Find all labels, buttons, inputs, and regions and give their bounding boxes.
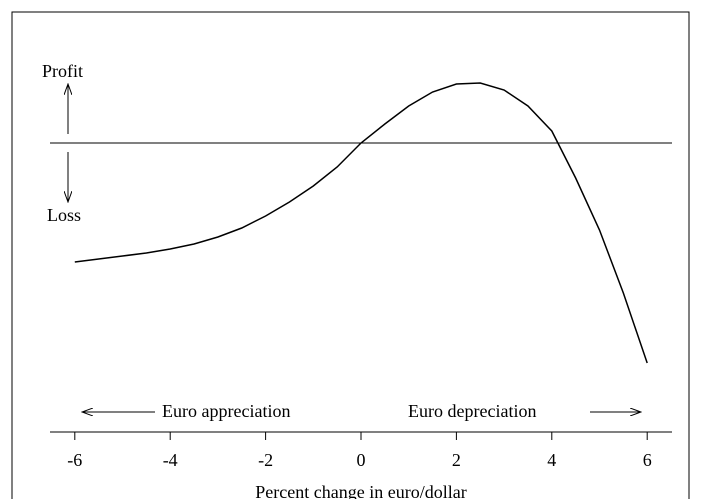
x-tick-label: -6	[67, 450, 82, 470]
x-tick-label: 4	[547, 450, 556, 470]
x-tick-label: 6	[643, 450, 652, 470]
x-tick-label: -4	[163, 450, 178, 470]
annotation: Loss	[47, 205, 81, 225]
x-tick-label: -2	[258, 450, 273, 470]
x-tick-label: 2	[452, 450, 461, 470]
annotation: Profit	[42, 61, 83, 81]
x-tick-label: 0	[357, 450, 366, 470]
annotation: Euro depreciation	[408, 401, 536, 421]
profit-curve	[74, 82, 648, 364]
x-axis-label: Percent change in euro/dollar	[255, 482, 466, 499]
annotation: Euro appreciation	[162, 401, 290, 421]
frame	[11, 11, 690, 499]
